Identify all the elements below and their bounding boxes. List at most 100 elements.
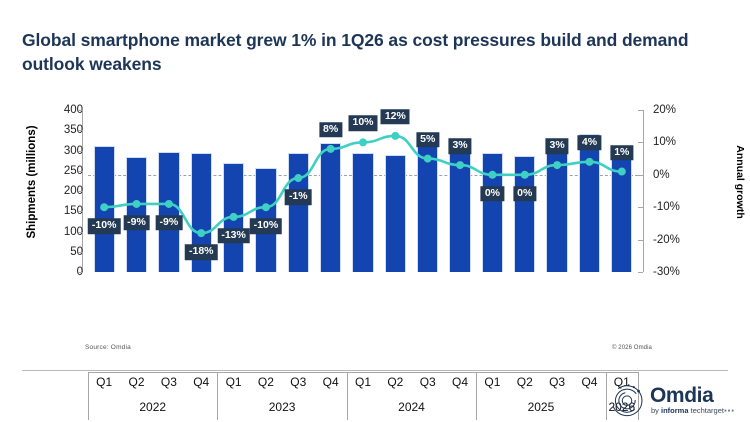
bar-Q3-2023[interactable] [287, 152, 309, 272]
growth-marker-9[interactable] [391, 131, 400, 140]
x-axis-line [88, 372, 638, 373]
growth-data-label-9: 12% [380, 109, 410, 125]
growth-marker-10[interactable] [423, 154, 432, 163]
growth-marker-6[interactable] [294, 174, 303, 183]
growth-data-label-4: -13% [217, 228, 250, 244]
growth-marker-16[interactable] [617, 167, 626, 176]
growth-marker-0[interactable] [100, 203, 109, 212]
y-axis-tick-label: 50 [70, 245, 83, 258]
growth-marker-5[interactable] [261, 203, 270, 212]
y-axis-tick-mark [78, 231, 83, 233]
bar-Q4-2022[interactable] [190, 152, 212, 272]
bar-Q1-2024[interactable] [352, 152, 374, 272]
x-axis-year-label: 2023 [268, 400, 296, 414]
growth-data-label-1: -9% [123, 215, 150, 231]
y2-axis-tick-mark [638, 207, 643, 209]
y-axis-tick-mark [78, 272, 83, 273]
y-axis-tick-mark [78, 170, 83, 172]
growth-marker-11[interactable] [456, 161, 465, 170]
growth-data-label-6: -1% [284, 189, 312, 205]
x-axis-quarter-label: Q2 [387, 375, 404, 389]
x-axis-quarter-label: Q3 [290, 375, 307, 389]
y-axis-tick-mark [78, 110, 83, 111]
y-axis-right-line [643, 110, 644, 272]
growth-marker-3[interactable] [197, 229, 206, 238]
y-axis-tick-label: 300 [63, 144, 83, 157]
x-axis-year-separator [638, 372, 639, 420]
x-axis-year-separator [88, 372, 89, 420]
x-axis-quarter-label: Q4 [452, 375, 469, 389]
growth-data-label-8: 10% [348, 115, 378, 132]
x-axis-quarter-label: Q4 [581, 375, 598, 389]
omdia-logo: Omdia by informa techtarget▪▪▪ [610, 382, 735, 418]
growth-marker-12[interactable] [488, 170, 497, 179]
chart-area: Shipments (millions) Annual growth 05010… [0, 100, 750, 420]
x-axis-quarter-label: Q2 [128, 375, 145, 389]
x-axis-quarter-label: Q1 [354, 375, 372, 389]
growth-data-label-16: 1% [610, 144, 634, 161]
growth-data-label-7: 8% [319, 122, 343, 138]
growth-data-label-10: 5% [416, 131, 440, 148]
y-axis-tick-label: 100 [63, 225, 83, 238]
y2-axis-tick-mark [638, 142, 643, 144]
source-note: Source: Omdia [85, 344, 131, 351]
growth-data-label-11: 3% [448, 138, 472, 154]
y2-axis-tick-label: 10% [653, 136, 677, 149]
growth-marker-4[interactable] [229, 212, 238, 221]
bar-Q4-2023[interactable] [319, 143, 342, 272]
y-axis-tick-mark [78, 130, 83, 132]
y-axis-tick-label: 0 [31, 266, 83, 278]
x-axis: Q1 Q2 Q3 Q4 Q1 Q2 Q3 Q4 Q1 Q2 Q3 Q4 Q1 Q2 Q3 Q4 Q1 2022 20… [88, 372, 639, 422]
x-axis-quarter-label: Q3 [549, 375, 566, 389]
x-axis-quarter-label: Q4 [193, 375, 210, 389]
y-axis-left-ticks: 0 50 100 150 200 250 300 350 400 [28, 100, 83, 278]
y2-axis-tick-label: -30% [653, 266, 680, 278]
y-axis-tick-mark [78, 191, 83, 192]
y-axis-tick-mark [78, 211, 83, 213]
bar-Q2-2022[interactable] [125, 156, 148, 272]
byline-prefix: by [651, 406, 662, 415]
omdia-circles-icon [611, 384, 643, 417]
growth-data-label-14: 3% [545, 138, 569, 154]
x-axis-quarter-label: Q3 [419, 375, 436, 389]
y2-axis-tick-mark [638, 272, 643, 273]
bar-Q4-2025[interactable] [578, 133, 601, 272]
y-axis-right-ticks: -30% -20% -10% 0% 10% 20% [638, 100, 698, 278]
growth-data-label-13: 0% [513, 186, 537, 202]
growth-data-label-2: -9% [155, 215, 183, 231]
y-axis-right-label: Annual growth [734, 145, 746, 219]
x-axis-year-separator [217, 372, 219, 420]
growth-data-label-5: -10% [249, 218, 283, 234]
y2-axis-tick-mark [638, 174, 643, 176]
growth-marker-13[interactable] [520, 170, 529, 179]
growth-data-label-15: 4% [577, 135, 602, 151]
growth-marker-1[interactable] [132, 199, 141, 208]
y-axis-tick-mark [78, 150, 83, 152]
bar-Q3-2022[interactable] [158, 151, 180, 272]
bar-Q2-2025[interactable] [514, 155, 536, 272]
growth-marker-15[interactable] [585, 157, 594, 166]
growth-marker-2[interactable] [164, 199, 173, 208]
growth-marker-7[interactable] [326, 144, 335, 153]
omdia-byline: by informa techtarget▪▪▪ [651, 406, 735, 415]
x-axis-year-label: 2024 [398, 400, 425, 414]
byline-brand: informa [661, 406, 689, 415]
growth-marker-8[interactable] [359, 138, 367, 147]
growth-data-label-0: -10% [87, 218, 121, 234]
y2-axis-tick-label: -20% [653, 233, 680, 246]
growth-marker-14[interactable] [553, 161, 562, 170]
x-axis-year-separator [476, 372, 478, 420]
footer-divider [22, 370, 728, 371]
y-axis-tick-label: 150 [63, 205, 83, 218]
byline-suffix: techtarget [688, 406, 724, 415]
y2-axis-tick-mark [638, 110, 643, 111]
bar-Q1-2025[interactable] [481, 152, 504, 272]
y-axis-tick-label: 250 [63, 164, 83, 177]
y-axis-tick-label: 200 [63, 185, 83, 197]
x-axis-quarter-label: Q2 [257, 375, 274, 389]
x-axis-year-separator [346, 372, 348, 420]
bar-Q2-2024[interactable] [384, 154, 407, 272]
byline-dots: ▪▪▪ [723, 406, 735, 415]
growth-data-label-3: -18% [184, 244, 218, 260]
